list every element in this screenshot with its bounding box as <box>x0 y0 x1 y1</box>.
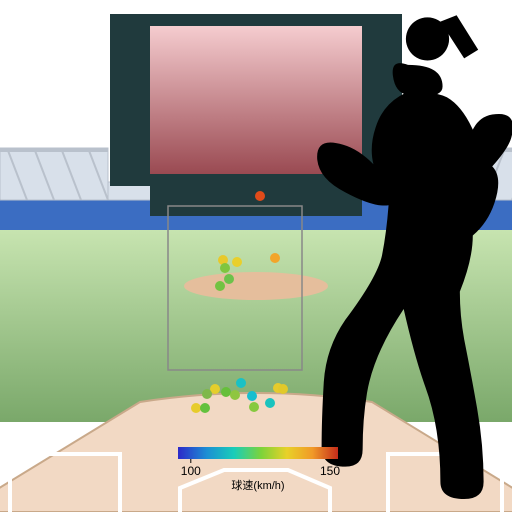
pitch-dot <box>247 391 257 401</box>
pitch-dot <box>249 402 259 412</box>
legend-tick-label: 100 <box>181 464 201 478</box>
pitch-dot <box>200 403 210 413</box>
pitch-dot <box>236 378 246 388</box>
pitch-location-chart: 100 150 球速(km/h) <box>0 0 512 512</box>
legend-tick-label: 150 <box>320 464 340 478</box>
pitch-dot <box>255 191 265 201</box>
pitch-dot <box>278 384 288 394</box>
pitch-dot <box>221 387 231 397</box>
pitch-dot <box>202 389 212 399</box>
pitch-dot <box>230 390 240 400</box>
legend-axis-label: 球速(km/h) <box>231 478 284 492</box>
pitch-dot <box>224 274 234 284</box>
pitchers-mound <box>184 272 328 300</box>
pitch-dot <box>232 257 242 267</box>
pitch-dot <box>220 263 230 273</box>
pitch-dot <box>215 281 225 291</box>
pitch-dot <box>265 398 275 408</box>
pitch-dot <box>270 253 280 263</box>
pitch-dot <box>191 403 201 413</box>
